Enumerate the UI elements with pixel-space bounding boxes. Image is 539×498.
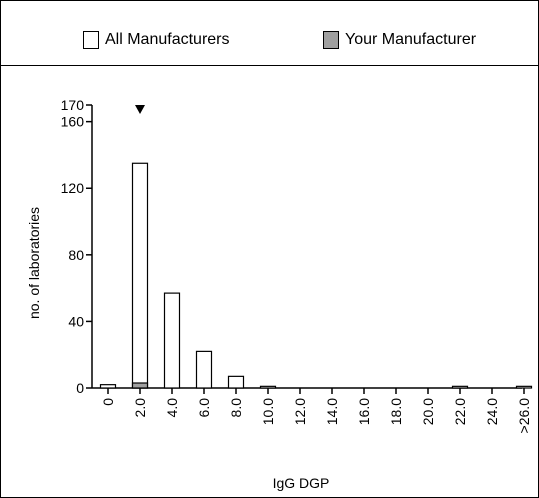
x-tick-label: 8.0 [228, 398, 244, 418]
x-tick-label: 14.0 [324, 398, 340, 425]
x-tick-label: 24.0 [484, 398, 500, 425]
legend-swatch-yours [323, 31, 339, 49]
x-tick-label: 2.0 [132, 398, 148, 418]
bar-all-manufacturers [227, 375, 245, 389]
y-tick-label: 170 [61, 97, 85, 113]
legend-swatch-all [83, 31, 99, 49]
y-tick-label: 80 [68, 247, 84, 263]
bar-all-manufacturers [515, 385, 533, 389]
legend: All Manufacturers Your Manufacturer [1, 1, 538, 66]
x-tick-label: 12.0 [292, 398, 308, 425]
legend-label-yours: Your Manufacturer [345, 31, 477, 48]
bar-all-manufacturers [259, 385, 277, 389]
x-tick-label: >26.0 [516, 398, 532, 434]
y-tick-label: 0 [76, 380, 84, 396]
y-tick-label: 160 [61, 114, 85, 130]
bar-all-manufacturers [451, 385, 469, 389]
x-tick-label: 20.0 [420, 398, 436, 425]
bar-all-manufacturers [99, 384, 117, 389]
bar-all-manufacturers [195, 350, 213, 389]
x-tick-label: 16.0 [356, 398, 372, 425]
x-tick-label: 18.0 [388, 398, 404, 425]
bar-your-manufacturer [131, 382, 149, 389]
legend-item-yours: Your Manufacturer [323, 31, 476, 49]
x-tick-label: 0 [100, 398, 116, 406]
x-tick-label: 6.0 [196, 398, 212, 418]
y-tick-label: 40 [68, 313, 84, 329]
x-tick-label: 22.0 [452, 398, 468, 425]
marker-triangle-icon [135, 105, 145, 114]
legend-item-all: All Manufacturers [83, 31, 230, 49]
x-axis-label: IgG DGP [273, 475, 330, 491]
y-axis-label: no. of laboratories [26, 207, 42, 319]
x-tick-label: 10.0 [260, 398, 276, 425]
bar-all-manufacturers [163, 292, 181, 389]
x-tick-label: 4.0 [164, 398, 180, 418]
bar-all-manufacturers [131, 162, 149, 389]
y-tick-label: 120 [61, 180, 85, 196]
legend-label-all: All Manufacturers [105, 31, 230, 48]
